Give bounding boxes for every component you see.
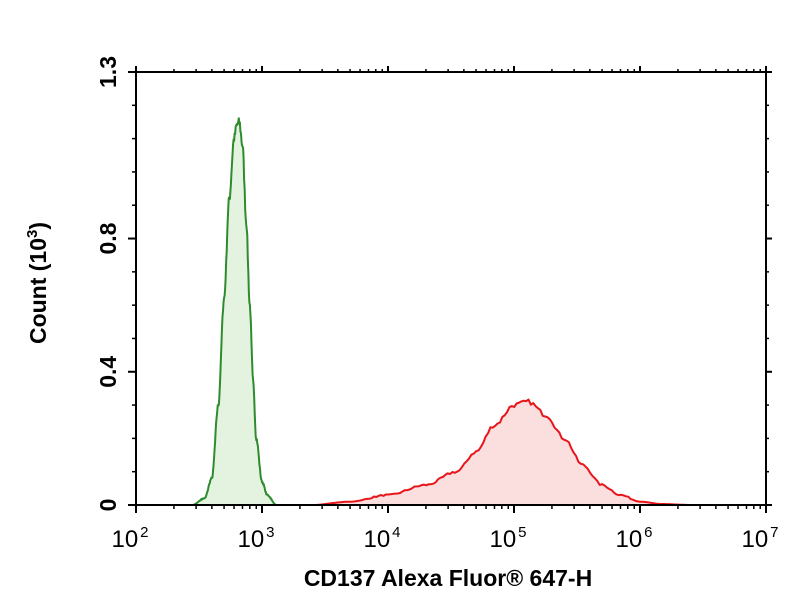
x-tick-label: 10 2: [111, 524, 148, 553]
x-tick-base: 10: [741, 526, 768, 553]
x-tick-label: 10 3: [237, 524, 274, 553]
x-axis-label: CD137 Alexa Fluor® 647-H: [304, 565, 592, 591]
x-tick-exponent: 3: [266, 524, 274, 541]
axes-layer: [135, 71, 767, 506]
y-axis-label: Count (103): [24, 222, 51, 344]
x-tick-exponent: 2: [140, 524, 148, 541]
x-tick-base: 10: [237, 526, 264, 553]
plot-frame: [135, 71, 767, 506]
x-tick-base: 10: [615, 526, 642, 553]
y-axis-label-exponent: 3: [24, 230, 41, 238]
x-tick-label: 10 4: [363, 524, 400, 553]
y-axis-label-prefix: Count (10: [25, 238, 51, 344]
x-tick-exponent: 7: [770, 524, 778, 541]
series-2-line: [312, 398, 691, 506]
x-tick-exponent: 5: [518, 524, 526, 541]
x-tick-base: 10: [489, 526, 516, 553]
series-1-fill: [192, 118, 277, 506]
y-tick-label: 0: [95, 499, 121, 512]
series-2-fill: [312, 399, 691, 505]
y-tick-label: 0.8: [95, 222, 121, 254]
y-tick-label: 0.4: [95, 356, 121, 388]
series-layer: [191, 117, 691, 506]
x-tick-base: 10: [111, 526, 138, 553]
x-tick-label: 10 7: [741, 524, 778, 553]
series-1-line: [191, 117, 277, 506]
ticks-layer: 10 2 10 3 10 4 10 5 10 6 10 700.40.81.3: [95, 56, 779, 553]
x-tick-exponent: 4: [392, 524, 400, 541]
y-tick-label: 1.3: [95, 56, 121, 88]
x-tick-base: 10: [363, 526, 390, 553]
x-tick-label: 10 6: [615, 524, 652, 553]
x-tick-label: 10 5: [489, 524, 526, 553]
x-tick-exponent: 6: [644, 524, 652, 541]
y-axis-label-suffix: ): [25, 222, 51, 230]
